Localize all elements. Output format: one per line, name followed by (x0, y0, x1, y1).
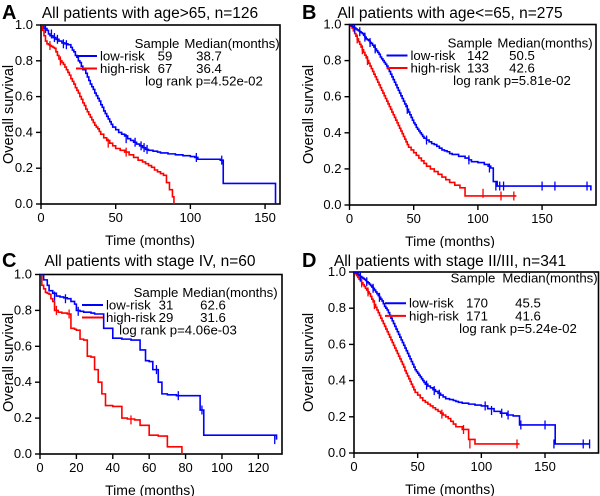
svg-text:40: 40 (106, 460, 120, 475)
svg-text:log rank p=5.24e-02: log rank p=5.24e-02 (459, 321, 577, 336)
svg-text:0.8: 0.8 (323, 53, 341, 68)
svg-text:50: 50 (108, 210, 122, 225)
svg-text:log rank p=4.52e-02: log rank p=4.52e-02 (145, 74, 263, 89)
svg-text:0: 0 (37, 210, 44, 225)
svg-text:high-risk: high-risk (100, 61, 150, 76)
svg-text:0.0: 0.0 (328, 445, 346, 460)
svg-text:0: 0 (346, 211, 353, 226)
svg-text:Median(months): Median(months) (182, 285, 277, 300)
svg-text:0.2: 0.2 (15, 160, 33, 175)
svg-text:0.4: 0.4 (328, 373, 346, 388)
svg-text:150: 150 (254, 210, 276, 225)
svg-text:0.6: 0.6 (15, 89, 33, 104)
svg-text:high-risk: high-risk (409, 308, 459, 323)
svg-text:100: 100 (211, 460, 233, 475)
svg-text:100: 100 (467, 211, 489, 226)
svg-text:150: 150 (531, 211, 553, 226)
svg-text:0.6: 0.6 (14, 338, 32, 353)
svg-text:1.0: 1.0 (328, 264, 346, 279)
svg-text:0.0: 0.0 (14, 446, 32, 461)
svg-text:20: 20 (69, 460, 83, 475)
svg-text:60: 60 (142, 460, 156, 475)
svg-text:1.0: 1.0 (15, 17, 33, 32)
svg-text:0.0: 0.0 (323, 197, 341, 212)
svg-text:100: 100 (470, 459, 492, 474)
svg-text:0.8: 0.8 (14, 302, 32, 317)
svg-text:0.2: 0.2 (328, 409, 346, 424)
svg-text:0: 0 (350, 459, 357, 474)
svg-text:80: 80 (178, 460, 192, 475)
svg-text:50: 50 (406, 211, 420, 226)
svg-text:0.4: 0.4 (15, 124, 33, 139)
svg-text:150: 150 (534, 459, 556, 474)
svg-text:0.2: 0.2 (14, 410, 32, 425)
svg-text:100: 100 (180, 210, 202, 225)
svg-text:50: 50 (410, 459, 424, 474)
svg-text:0: 0 (36, 460, 43, 475)
svg-text:1.0: 1.0 (14, 267, 32, 282)
svg-text:0.2: 0.2 (323, 161, 341, 176)
svg-text:1.0: 1.0 (323, 17, 341, 32)
svg-text:log rank p=5.81e-02: log rank p=5.81e-02 (453, 73, 571, 88)
svg-text:0.0: 0.0 (15, 196, 33, 211)
svg-text:0.8: 0.8 (15, 53, 33, 68)
svg-text:0.4: 0.4 (323, 125, 341, 140)
svg-text:log rank p=4.06e-03: log rank p=4.06e-03 (119, 323, 237, 338)
svg-text:0.6: 0.6 (328, 336, 346, 351)
svg-text:120: 120 (247, 460, 269, 475)
svg-text:0.6: 0.6 (323, 89, 341, 104)
svg-text:Sample: Sample (451, 271, 496, 286)
svg-text:0.4: 0.4 (14, 374, 32, 389)
svg-text:0.8: 0.8 (328, 300, 346, 315)
svg-text:Median(months): Median(months) (502, 271, 597, 286)
